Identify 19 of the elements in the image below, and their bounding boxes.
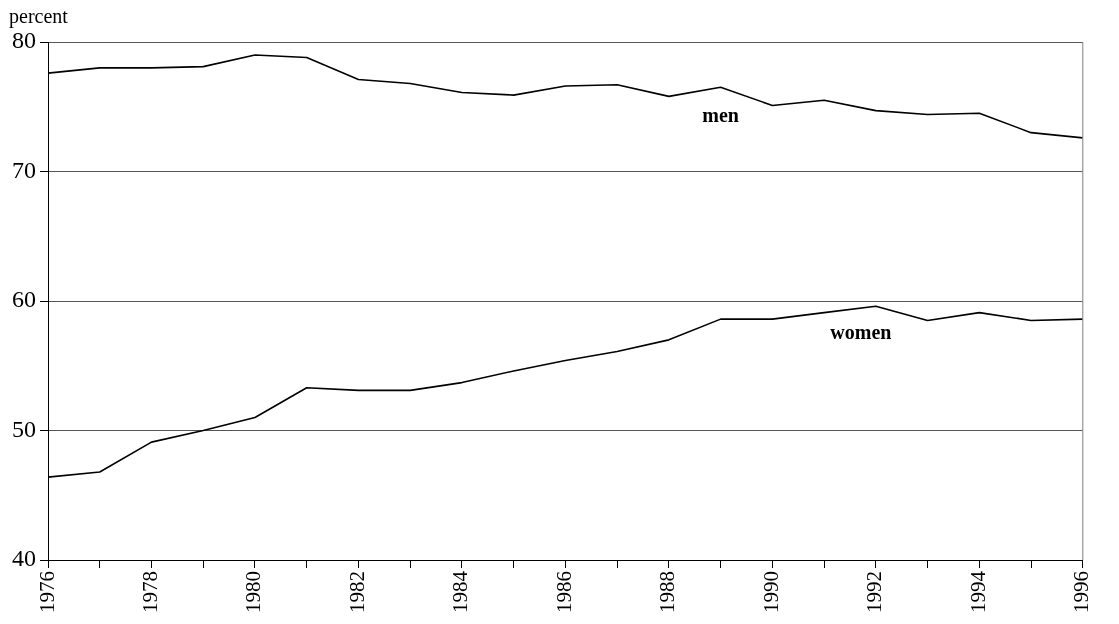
x-tick-label: 1982 (344, 571, 369, 613)
x-tick-label: 1976 (34, 571, 59, 613)
x-tick-label: 1984 (448, 570, 473, 613)
x-tick-label: 1988 (655, 571, 680, 613)
x-tick-label: 1980 (241, 571, 266, 613)
x-tick-label: 1996 (1069, 571, 1094, 613)
series-label: women (830, 321, 892, 344)
x-tick-label: 1992 (862, 571, 887, 613)
x-tick-label: 1986 (551, 571, 576, 613)
y-tick-label: 80 (12, 27, 36, 54)
x-tick-label: 1978 (138, 571, 162, 613)
y-tick-label: 50 (12, 415, 36, 442)
y-tick-label: 60 (12, 286, 36, 313)
y-axis-title: percent (9, 5, 69, 29)
x-tick-label: 1990 (758, 571, 783, 613)
x-tick-label: 1994 (965, 570, 990, 613)
y-tick-label: 40 (12, 545, 36, 572)
y-tick-label: 70 (12, 156, 36, 183)
series-label: men (702, 104, 739, 127)
